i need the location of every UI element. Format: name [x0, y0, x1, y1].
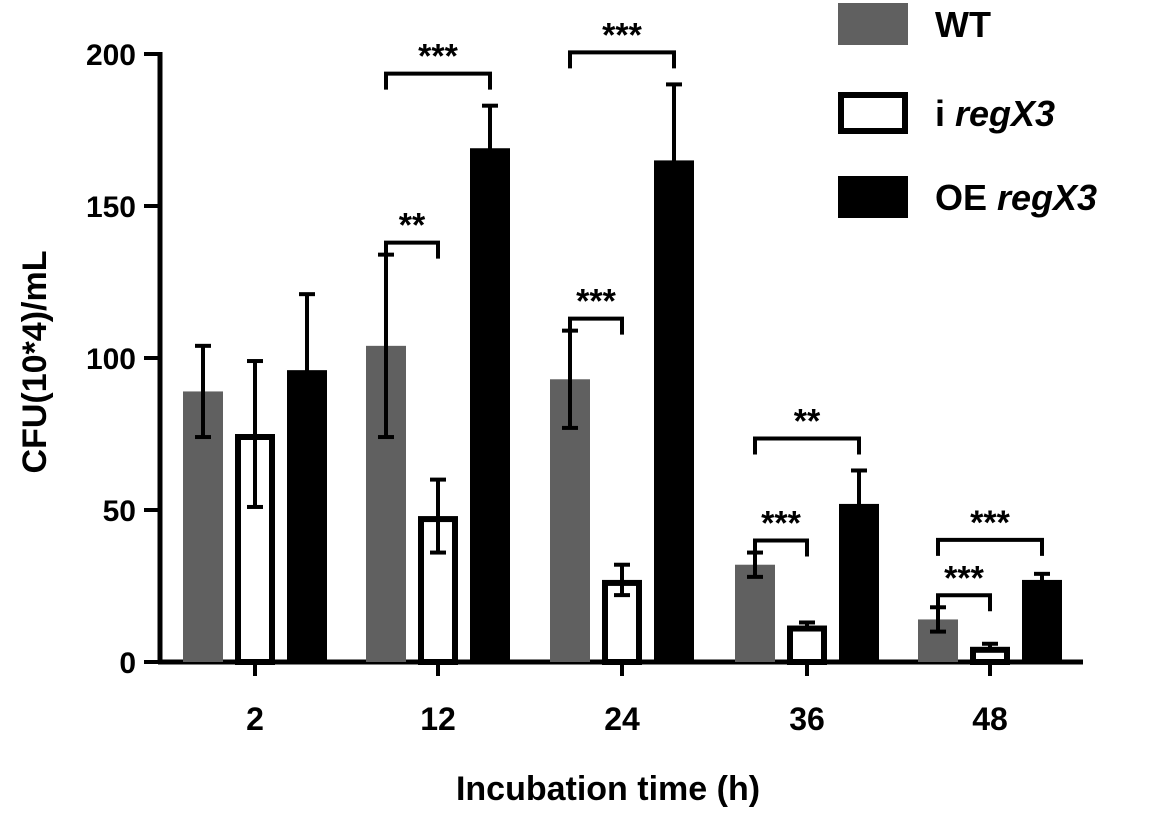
significance-label: *** — [970, 504, 1010, 542]
x-tick-label: 12 — [420, 701, 456, 737]
x-tick-label: 2 — [246, 701, 264, 737]
bar — [787, 625, 827, 666]
legend-label: OE regX3 — [935, 177, 1097, 218]
legend-swatch — [838, 92, 908, 134]
y-tick-label: 150 — [86, 191, 136, 224]
significance-bracket — [568, 50, 676, 69]
significance-bracket — [936, 593, 992, 612]
bar — [654, 160, 694, 662]
significance-bracket — [384, 240, 440, 259]
legend-label: WT — [935, 4, 991, 45]
bar — [735, 564, 775, 662]
significance-label: *** — [602, 16, 642, 54]
significance-label: ** — [399, 207, 426, 245]
bar — [470, 148, 510, 663]
legend-label-italic: regX3 — [997, 177, 1097, 218]
significance-label: *** — [576, 283, 616, 321]
significance-label: *** — [761, 505, 801, 543]
legend-label-italic: regX3 — [955, 93, 1055, 134]
legend-label: i regX3 — [935, 93, 1055, 134]
x-axis-title: Incubation time (h) — [456, 770, 760, 808]
legend-label-prefix: i — [935, 93, 955, 134]
y-tick-label: 0 — [119, 647, 136, 680]
x-tick-label: 48 — [972, 701, 1008, 737]
significance-bracket — [384, 71, 492, 90]
y-tick-label: 200 — [86, 39, 136, 72]
significance-label: ** — [794, 402, 821, 440]
bar — [1022, 579, 1062, 662]
significance-label: *** — [418, 38, 458, 76]
x-tick-label: 36 — [789, 701, 825, 737]
legend-swatch — [838, 176, 908, 218]
significance-brackets: **************** ****** — [384, 16, 1044, 612]
legend-swatch — [838, 3, 908, 45]
significance-label: *** — [944, 559, 984, 597]
legend-label-prefix: OE — [935, 177, 997, 218]
significance-bracket — [753, 436, 861, 455]
significance-bracket — [936, 537, 1044, 556]
y-axis-title: CFU(10*4)/mL — [16, 251, 54, 474]
y-tick-label: 100 — [86, 343, 136, 376]
y-tick-label: 50 — [103, 495, 136, 528]
significance-bracket — [753, 538, 809, 557]
significance-bracket — [568, 316, 624, 335]
bars — [183, 82, 1062, 666]
x-tick-label: 24 — [604, 701, 640, 737]
